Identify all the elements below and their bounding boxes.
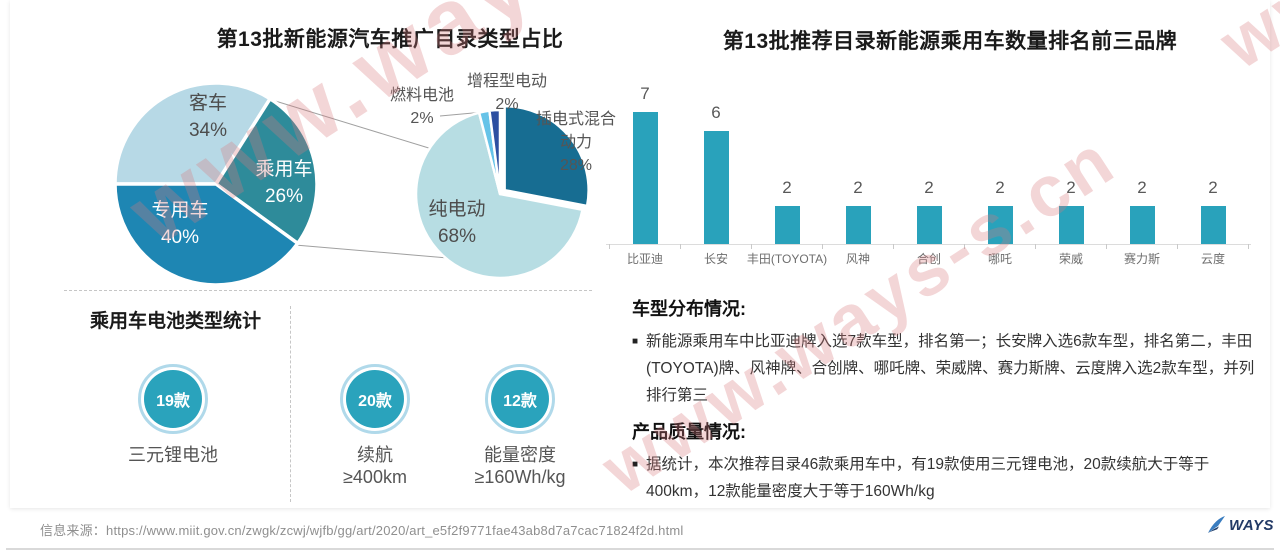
bar-category-label: 荣威 [1058,252,1083,266]
bar-value-label: 2 [853,178,863,197]
brand-name: WAYS [1229,516,1275,534]
pie-connector-line [294,244,449,259]
pie-slice-乘用车 [214,96,319,246]
bar-丰田(TOYOTA) [774,206,800,244]
pie-slice-专用车 [113,182,300,287]
battery-stat-value: 19款 [144,370,202,428]
battery-stat-caption: 续航 ≥400km [343,445,407,487]
pie-slice-label: 燃料电池 2% [389,87,455,127]
bar-axis-tick [1106,244,1107,249]
insight-bullet-text: 据统计，本次推荐目录46款乘用车中，有19款使用三元锂电池，20款续航大于等于4… [646,456,1210,500]
bar-chart-title: 第13批推荐目录新能源乘用车数量排名前三品牌 [722,30,1178,53]
brand-logo: WAYS [1206,514,1274,536]
bar-长安 [703,131,729,244]
source-line: 信息来源：https://www.miit.gov.cn/zwgk/zcwj/w… [40,520,684,539]
bar-axis-tick [822,244,823,249]
bar-axis-tick [1248,244,1249,249]
battery-stat-circle: 12款 [485,364,555,434]
bar-axis-tick [1035,244,1036,249]
bar-category-label: 合创 [916,252,941,266]
bar-axis-tick [680,244,681,249]
vertical-dashed-divider [290,306,291,502]
bar-value-label: 2 [995,178,1005,197]
bar-category-label: 丰田(TOYOTA) [746,252,828,266]
pie-of-pie-chart [50,55,630,300]
insights-panel: 车型分布情况: ■ 新能源乘用车中比亚迪牌入选7款车型，排名第一；长安牌入选6款车型… [632,298,1264,517]
source-label: 信息来源： [40,523,107,538]
bar-云度 [1200,206,1226,244]
battery-stat-value: 20款 [346,370,404,428]
bar-category-label: 长安 [703,252,728,266]
bottom-rule [6,548,1274,550]
bar-axis-tick [751,244,752,249]
bar-axis-tick [964,244,965,249]
battery-stat-caption: 三元锂电池 [128,445,218,465]
bar-风神 [845,206,871,244]
bar-axis-tick [609,244,610,249]
bar-value-label: 2 [1137,178,1147,197]
insight-heading: 车型分布情况: [632,299,746,319]
bar-category-label: 比亚迪 [626,252,663,266]
bar-axis-tick [893,244,894,249]
bar-value-label: 2 [1066,178,1076,197]
pie-slice-增程型电动 [488,108,502,196]
bar-value-label: 2 [1208,178,1218,197]
horizontal-dashed-divider [64,290,592,291]
battery-stat-circle: 19款 [138,364,208,434]
bar-value-label: 6 [711,103,721,122]
pie-slice-纯电动 [414,111,584,280]
bar-category-label: 风神 [845,252,870,266]
bar-value-label: 7 [640,84,650,103]
bar-哪吒 [987,206,1013,244]
bar-比亚迪 [632,112,658,244]
pie-slice-label: 插电式混合 动力 28% [535,111,617,174]
battery-stat-caption: 能量密度 ≥160Wh/kg [474,445,566,487]
battery-stat-value: 12款 [491,370,549,428]
insight-heading: 产品质量情况: [632,422,746,442]
pie-slice-label: 增程型电动 2% [466,73,548,113]
bar-荣威 [1058,206,1084,244]
insight-bullet: ■ 据统计，本次推荐目录46款乘用车中，有19款使用三元锂电池，20款续航大于等于… [632,451,1264,505]
battery-section-title: 乘用车电池类型统计 [90,311,262,332]
bar-赛力斯 [1129,206,1155,244]
bar-category-label: 云度 [1200,252,1225,266]
bar-value-label: 2 [782,178,792,197]
bar-合创 [916,206,942,244]
pie-chart-title: 第13批新能源汽车推广目录类型占比 [216,28,564,51]
pie-of-pie-svg [113,81,590,287]
pie-slice-label: 专用车 40% [151,200,209,248]
pie-slice-插电式混合动力 [503,104,590,208]
insight-bullet: ■ 新能源乘用车中比亚迪牌入选7款车型，排名第一；长安牌入选6款车型，排名第二，丰… [632,328,1264,409]
insight-bullet-text: 新能源乘用车中比亚迪牌入选7款车型，排名第一；长安牌入选6款车型，排名第二，丰田… [646,333,1255,404]
pie-slice-label: 客车 34% [188,93,228,141]
battery-stat-circle: 20款 [340,364,410,434]
source-url[interactable]: https://www.miit.gov.cn/zwgk/zcwj/wjfb/g… [106,523,684,538]
bar-axis-line [606,244,1251,245]
bar-value-label: 2 [924,178,934,197]
pie-slice-label: 纯电动 68% [428,199,486,247]
bar-axis-tick [1177,244,1178,249]
pie-connector-line [271,99,433,150]
bullet-square-icon: ■ [632,459,639,470]
ways-swoosh-icon [1208,516,1225,533]
bar-category-label: 赛力斯 [1123,252,1160,266]
bar-category-label: 哪吒 [987,252,1012,266]
pie-slice-label: 乘用车 26% [255,159,313,207]
bullet-square-icon: ■ [632,336,639,347]
